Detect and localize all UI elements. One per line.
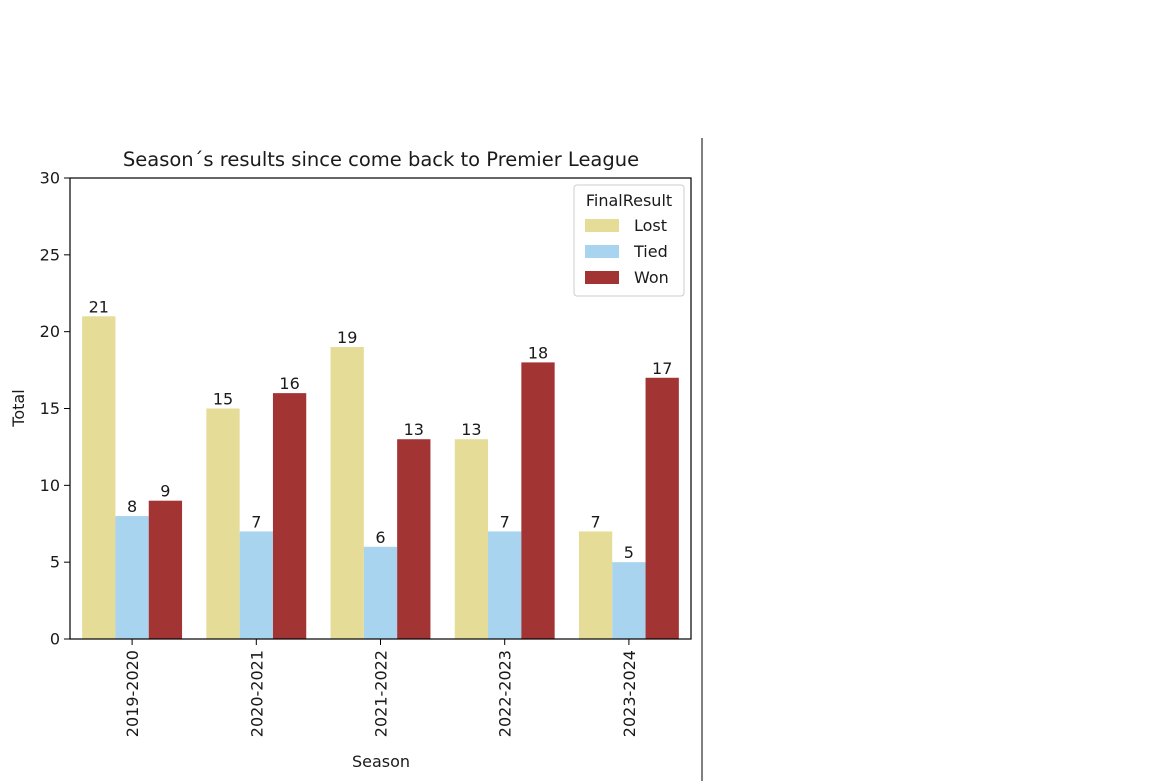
bar-lost — [82, 316, 116, 639]
bar-won — [397, 439, 431, 639]
bar-won — [521, 362, 555, 639]
bar-value-label: 6 — [375, 528, 385, 547]
legend-swatch-tied — [585, 245, 619, 258]
bar-value-label: 21 — [89, 297, 109, 316]
y-tick-label: 20 — [40, 322, 60, 341]
x-tick-label: 2021-2022 — [372, 650, 391, 737]
y-tick-label: 15 — [40, 399, 60, 418]
bar-value-label: 9 — [160, 482, 170, 501]
bar-won — [645, 377, 679, 639]
bar-tied — [239, 531, 273, 639]
y-tick-label: 25 — [40, 245, 60, 264]
bar-lost — [206, 408, 240, 639]
axes-frame — [69, 177, 692, 640]
bar-won — [148, 500, 183, 639]
legend-swatch-lost — [585, 219, 619, 232]
bar-value-label: 13 — [404, 420, 424, 439]
legend-label-lost: Lost — [634, 216, 667, 235]
bar-value-label: 8 — [127, 497, 137, 516]
x-tick-label: 2022-2023 — [496, 650, 515, 737]
legend-title: FinalResult — [586, 191, 672, 210]
legend-label-won: Won — [634, 268, 669, 287]
bar-tied — [488, 531, 522, 639]
bar-value-label: 7 — [591, 512, 601, 531]
bar-tied — [612, 562, 646, 639]
y-tick-label: 0 — [50, 630, 60, 649]
bar-value-label: 7 — [251, 512, 261, 531]
x-tick-label: 2019-2020 — [123, 650, 142, 737]
x-axis-label: Season — [352, 752, 410, 771]
bar-lost — [330, 347, 364, 639]
bar-value-label: 17 — [652, 359, 672, 378]
chart-title: Season´s results since come back to Prem… — [123, 148, 639, 171]
bar-won — [272, 393, 307, 639]
y-tick-label: 30 — [40, 169, 60, 188]
legend-swatch-won — [585, 271, 619, 284]
plot-area: 21 8 9 2019-2020 15 7 16 2020-2021 19 6 13 2021-202… — [40, 169, 692, 737]
bar-value-label: 5 — [624, 543, 634, 562]
y-tick-label: 10 — [40, 476, 60, 495]
bar-value-label: 18 — [528, 343, 548, 362]
bar-tied — [363, 546, 398, 639]
legend: FinalResult Lost Tied Won — [573, 184, 685, 297]
legend-label-tied: Tied — [633, 242, 668, 261]
bar-value-label: 15 — [213, 390, 233, 409]
bar-value-label: 13 — [461, 420, 481, 439]
bar-lost — [578, 531, 613, 639]
bar-lost — [454, 439, 489, 639]
bar-tied — [115, 516, 149, 639]
x-tick-label: 2023-2024 — [620, 650, 639, 737]
bar-value-label: 19 — [337, 328, 357, 347]
bar-value-label: 7 — [500, 512, 510, 531]
legend-frame — [573, 184, 685, 297]
y-axis-label: Total — [9, 389, 28, 427]
y-tick-label: 5 — [50, 553, 60, 572]
x-tick-label: 2020-2021 — [247, 650, 266, 737]
bar-value-label: 16 — [279, 374, 299, 393]
